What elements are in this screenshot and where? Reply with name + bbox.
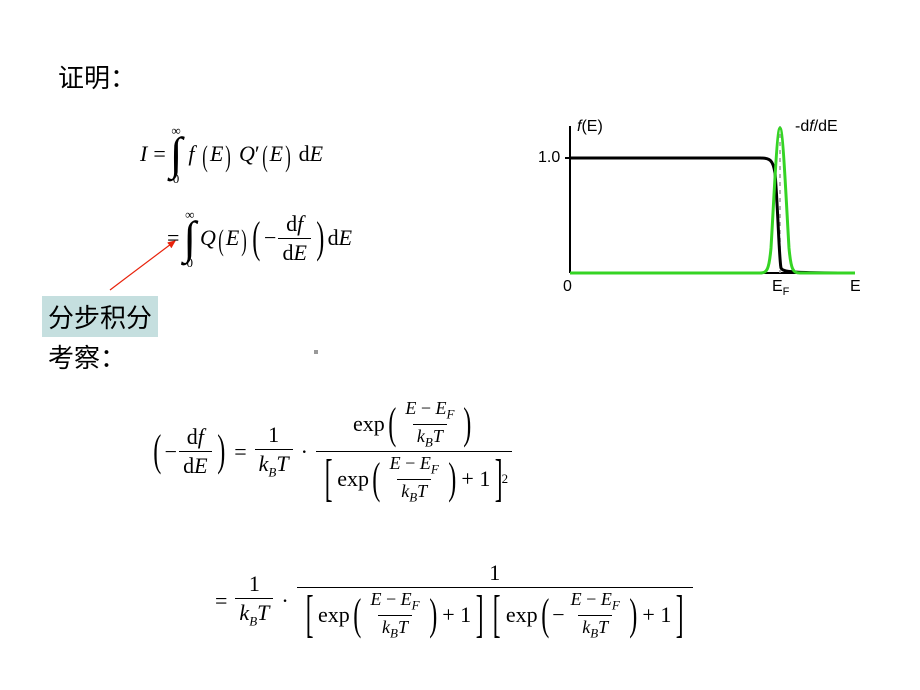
arrow-annotation bbox=[100, 235, 190, 295]
chart-ef-label: EF bbox=[772, 278, 789, 298]
chart-y-tick: 1.0 bbox=[538, 149, 560, 167]
equation-3-line2: = 1 kBT · 1 [ exp ( E − EF kBT ) + 1 ] bbox=[215, 560, 695, 641]
chart-origin: 0 bbox=[563, 278, 572, 296]
examine-label: 考察： bbox=[48, 338, 126, 375]
fermi-chart: f(E) -df/dE 1.0 0 EF E bbox=[535, 118, 865, 318]
eq1-equals: = bbox=[153, 141, 165, 167]
stepwise-label: 分步积分 bbox=[42, 296, 158, 337]
integral-symbol: ∞ ∫ 0 bbox=[170, 124, 183, 185]
eq1-I: I bbox=[140, 141, 147, 167]
equation-1: I = ∞ ∫ 0 f (E) Q′(E) dE bbox=[140, 124, 323, 185]
chart-peak-label: -df/dE bbox=[795, 118, 838, 136]
chart-y-label: f(E) bbox=[577, 118, 603, 136]
equation-2: = ∞ ∫ 0 Q(E) ( − df dE ) dE bbox=[167, 208, 352, 269]
proof-label: 证明： bbox=[58, 58, 136, 95]
bullet-marker bbox=[314, 350, 318, 354]
equation-3-line1: ( − df dE ) = 1 kBT · exp ( E − EF kBT ) bbox=[150, 398, 514, 505]
chart-x-end: E bbox=[850, 278, 861, 296]
